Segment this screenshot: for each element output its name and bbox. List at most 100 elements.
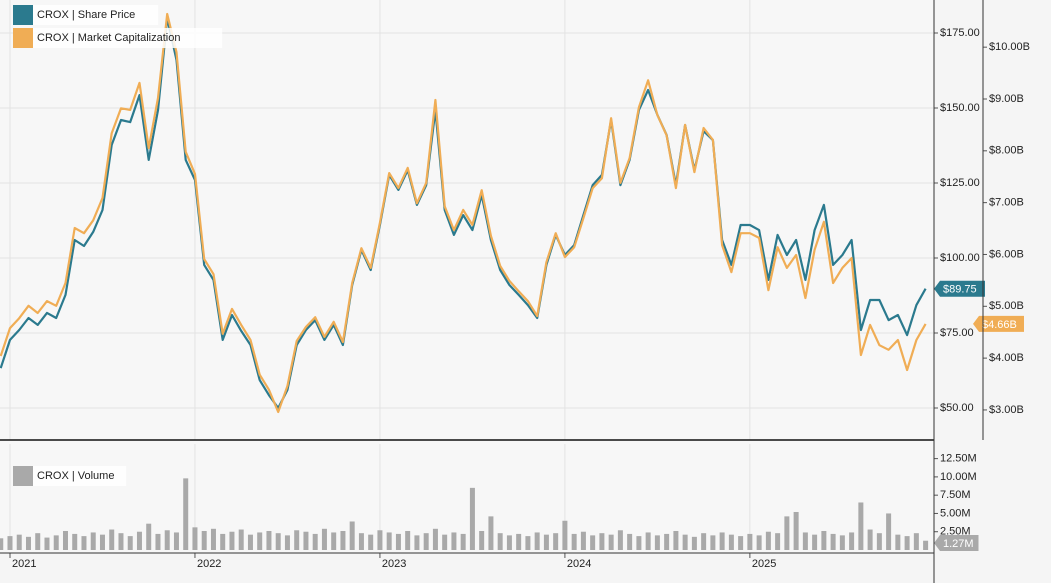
volume-bar	[321, 528, 327, 550]
volume-bar	[488, 516, 494, 550]
x-tick-label: 2023	[382, 558, 406, 570]
volume-bar	[146, 523, 152, 550]
volume-bar	[497, 533, 503, 550]
volume-bar	[664, 533, 670, 550]
value-tag-label: 1.27M	[943, 538, 974, 550]
y2-tick-label: $7.00B	[989, 197, 1024, 209]
volume-bar	[876, 533, 882, 550]
volume-bar	[53, 535, 59, 550]
value-tag-label: $4.66B	[982, 319, 1017, 331]
volume-bar	[617, 530, 623, 550]
volume-bar	[543, 534, 549, 550]
volume-bar	[747, 533, 753, 550]
legend-swatch	[13, 28, 33, 48]
volume-bar	[516, 533, 522, 550]
volume-bar	[460, 533, 466, 550]
volume-bar	[756, 535, 762, 550]
volume-bar	[358, 533, 364, 550]
volume-bar	[691, 536, 697, 550]
y-tick-label: 7.50M	[940, 489, 971, 501]
volume-bar	[62, 530, 68, 550]
y-tick-label: $175.00	[940, 27, 980, 39]
volume-bar	[192, 527, 198, 550]
volume-bar	[99, 534, 105, 550]
y-tick-label: $150.00	[940, 102, 980, 114]
y-tick-label: $50.00	[940, 402, 974, 414]
legend-label: CROX | Share Price	[37, 9, 135, 21]
volume-bar	[682, 534, 688, 550]
volume-bar	[904, 536, 910, 550]
volume-bar	[913, 533, 919, 550]
legend-bg	[33, 466, 127, 486]
volume-bar	[867, 529, 873, 550]
volume-bar	[710, 535, 716, 550]
volume-bar	[599, 533, 605, 550]
line-series	[0, 12, 927, 414]
volume-bar	[238, 529, 244, 550]
volume-bar	[0, 538, 4, 550]
volume-bar	[728, 534, 734, 550]
volume-bar	[506, 535, 512, 550]
plot-background	[0, 0, 934, 553]
y2-tick-label: $10.00B	[989, 41, 1030, 53]
volume-bar	[294, 530, 300, 550]
y2-tick-label: $4.00B	[989, 352, 1024, 364]
volume-bar	[775, 533, 781, 550]
volume-bar	[247, 534, 253, 550]
volume-bar	[423, 533, 429, 550]
volume-bar	[534, 532, 540, 550]
value-tag	[934, 535, 979, 551]
volume-bar	[284, 535, 290, 550]
volume-bar	[405, 530, 411, 550]
volume-bar	[654, 535, 660, 550]
volume-bar	[109, 529, 115, 550]
volume-bar	[229, 531, 235, 550]
volume-bar	[118, 533, 124, 550]
x-tick-label: 2025	[752, 558, 776, 570]
volume-bar	[849, 532, 855, 550]
volume-bar	[414, 535, 420, 550]
volume-bar	[432, 528, 438, 550]
volume-bar	[210, 528, 216, 550]
volume-bar	[201, 530, 207, 550]
volume-bar	[173, 532, 179, 550]
y-tick-label: 5.00M	[940, 507, 971, 519]
y-tick-label: $125.00	[940, 177, 980, 189]
volume-bar	[562, 520, 568, 550]
volume-bar	[830, 533, 836, 550]
volume-bar	[571, 533, 577, 550]
volume-bar	[525, 536, 531, 550]
volume-bar	[377, 530, 383, 550]
volume-bar	[479, 530, 485, 550]
y2-tick-label: $6.00B	[989, 248, 1024, 260]
volume-bar	[220, 533, 226, 550]
volume-bar	[368, 534, 374, 550]
volume-bar	[340, 530, 346, 550]
volume-bar	[590, 535, 596, 550]
volume-bar	[802, 532, 808, 550]
volume-bar	[136, 531, 142, 550]
volume-bar	[719, 532, 725, 550]
volume-bar	[395, 533, 401, 550]
value-tag	[973, 315, 1024, 332]
volume-bar	[35, 533, 41, 550]
volume-bar	[627, 533, 633, 550]
x-tick-label: 2024	[567, 558, 591, 570]
volume-bar	[266, 530, 272, 550]
legend-label: CROX | Market Capitalization	[37, 32, 180, 44]
volume-bar	[155, 533, 161, 550]
legend-swatch	[13, 466, 33, 486]
volume-bar	[895, 534, 901, 550]
volume-bar	[812, 534, 818, 550]
volume-bar	[72, 533, 78, 550]
legend-bg	[33, 5, 159, 25]
value-tag-label: $89.75	[943, 284, 977, 296]
volume-bar	[451, 532, 457, 550]
volume-bar	[442, 534, 448, 550]
volume-bar	[701, 533, 707, 550]
line-series	[0, 16, 927, 410]
volume-bar	[331, 532, 337, 550]
y-tick-label: $75.00	[940, 327, 974, 339]
volume-bar	[923, 540, 929, 550]
volume-bar	[16, 534, 22, 550]
